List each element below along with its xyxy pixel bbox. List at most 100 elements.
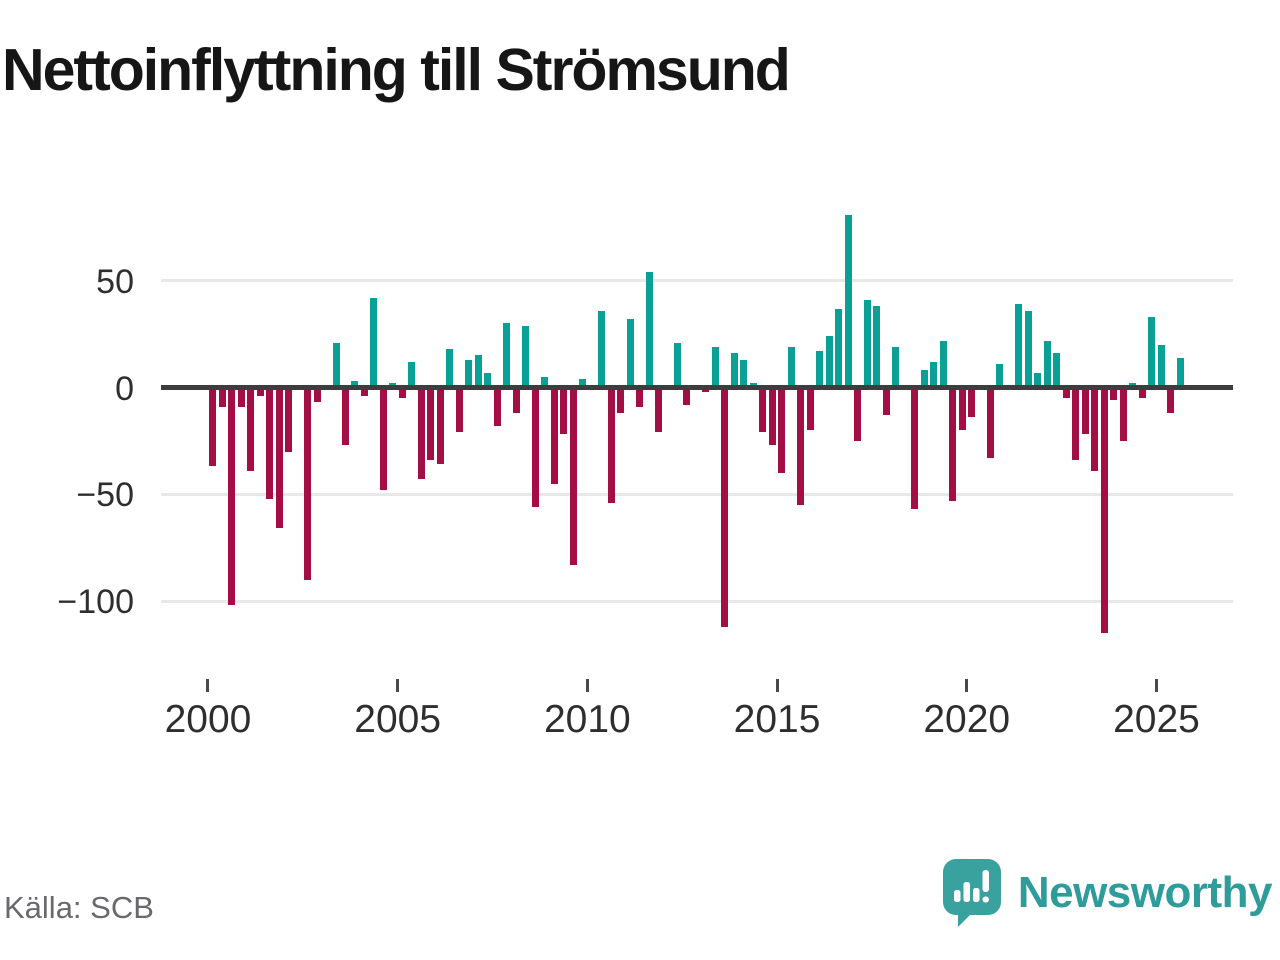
bar-2018Q4 bbox=[920, 370, 928, 388]
bar-2000Q1 bbox=[209, 387, 217, 467]
gridline-y--50 bbox=[161, 492, 1233, 496]
brand-lockup: Newsworthy bbox=[942, 858, 1273, 928]
bar-2022Q1 bbox=[1043, 340, 1051, 388]
bar-2005Q3 bbox=[417, 387, 425, 480]
bar-2016Q4 bbox=[844, 214, 852, 388]
bar-2015Q4 bbox=[806, 387, 814, 431]
bar-2008Q3 bbox=[531, 387, 539, 508]
y-tick-label-0: 0 bbox=[115, 369, 134, 408]
bar-2023Q1 bbox=[1081, 387, 1089, 435]
bar-2021Q2 bbox=[1015, 304, 1023, 388]
bar-2023Q4 bbox=[1110, 387, 1118, 401]
bar-2024Q3 bbox=[1138, 387, 1146, 399]
x-tick-mark-2010 bbox=[585, 679, 589, 692]
bar-2002Q1 bbox=[285, 387, 293, 452]
bar-2001Q4 bbox=[275, 387, 283, 529]
bar-2011Q4 bbox=[654, 387, 662, 433]
bar-2012Q2 bbox=[673, 342, 681, 388]
bar-2009Q4 bbox=[579, 378, 587, 388]
bar-2015Q1 bbox=[778, 387, 786, 473]
bar-2004Q2 bbox=[370, 297, 378, 388]
x-tick-mark-2000 bbox=[206, 679, 210, 692]
x-tick-label-2020: 2020 bbox=[923, 698, 1011, 741]
bar-2023Q2 bbox=[1091, 387, 1099, 471]
bar-2005Q4 bbox=[427, 387, 435, 461]
bar-2006Q3 bbox=[455, 387, 463, 433]
bar-2001Q3 bbox=[266, 387, 274, 499]
bar-2011Q3 bbox=[645, 272, 653, 388]
bar-2007Q2 bbox=[484, 372, 492, 388]
bar-2010Q4 bbox=[617, 387, 625, 414]
bar-2015Q2 bbox=[787, 346, 795, 388]
bar-2005Q1 bbox=[398, 387, 406, 399]
x-tick-label-2015: 2015 bbox=[733, 698, 821, 741]
bar-2008Q1 bbox=[512, 387, 520, 414]
bar-2013Q3 bbox=[721, 387, 729, 627]
gridline-y--100 bbox=[161, 599, 1233, 603]
bar-2013Q2 bbox=[711, 346, 719, 388]
bar-2008Q2 bbox=[522, 325, 530, 388]
bar-2016Q2 bbox=[825, 336, 833, 388]
bar-2000Q3 bbox=[228, 387, 236, 606]
gridline-y-50 bbox=[161, 279, 1233, 283]
source-caption: Källa: SCB bbox=[4, 890, 154, 925]
x-tick-mark-2015 bbox=[775, 679, 779, 692]
bar-2004Q3 bbox=[379, 387, 387, 490]
bar-2007Q4 bbox=[503, 323, 511, 388]
bar-2003Q3 bbox=[341, 387, 349, 446]
plot-area bbox=[161, 180, 1233, 650]
bar-2011Q1 bbox=[626, 319, 634, 388]
bar-2019Q2 bbox=[939, 340, 947, 388]
bar-2020Q3 bbox=[986, 387, 994, 458]
bar-2011Q2 bbox=[636, 387, 644, 407]
bar-2017Q1 bbox=[854, 387, 862, 441]
bar-2015Q3 bbox=[797, 387, 805, 505]
bar-2018Q1 bbox=[892, 346, 900, 388]
zero-axis-line bbox=[161, 385, 1233, 390]
bar-2016Q1 bbox=[816, 351, 824, 388]
bar-2025Q3 bbox=[1176, 357, 1184, 388]
bar-2019Q1 bbox=[930, 361, 938, 388]
x-tick-mark-2005 bbox=[396, 679, 400, 692]
bar-2023Q3 bbox=[1100, 387, 1108, 634]
bar-2009Q2 bbox=[560, 387, 568, 435]
bar-2006Q4 bbox=[465, 359, 473, 388]
bar-2020Q1 bbox=[968, 387, 975, 418]
bar-2001Q1 bbox=[247, 387, 255, 471]
chart-title: Nettoinflyttning till Strömsund bbox=[2, 37, 791, 103]
bar-2010Q2 bbox=[598, 310, 606, 388]
y-tick-label--100: −100 bbox=[57, 583, 134, 621]
brand-name: Newsworthy bbox=[1017, 868, 1273, 917]
bar-2008Q4 bbox=[541, 376, 549, 388]
bar-2007Q1 bbox=[474, 355, 482, 388]
x-tick-mark-2020 bbox=[965, 679, 969, 692]
bar-2014Q3 bbox=[759, 387, 767, 433]
bar-2019Q3 bbox=[949, 387, 957, 501]
x-tick-label-2005: 2005 bbox=[354, 698, 442, 741]
bar-2005Q2 bbox=[408, 361, 416, 388]
bar-2019Q4 bbox=[958, 387, 966, 431]
bar-2020Q4 bbox=[996, 364, 1004, 388]
bar-2017Q3 bbox=[873, 306, 881, 388]
bar-2022Q4 bbox=[1072, 387, 1080, 461]
bar-2006Q1 bbox=[436, 387, 444, 465]
bar-2022Q2 bbox=[1053, 353, 1061, 388]
bar-2018Q3 bbox=[911, 387, 919, 510]
bar-2009Q1 bbox=[550, 387, 558, 484]
bar-2021Q3 bbox=[1024, 310, 1032, 388]
x-tick-mark-2025 bbox=[1154, 679, 1158, 692]
bar-2010Q3 bbox=[607, 387, 615, 503]
bar-2021Q4 bbox=[1034, 372, 1042, 388]
bar-2014Q1 bbox=[740, 359, 748, 388]
bar-2003Q2 bbox=[332, 342, 340, 388]
bar-2002Q4 bbox=[313, 387, 321, 403]
bar-2006Q2 bbox=[446, 349, 454, 388]
x-tick-label-2000: 2000 bbox=[164, 698, 252, 741]
bar-2017Q4 bbox=[882, 387, 890, 416]
bar-2017Q2 bbox=[863, 299, 871, 388]
y-tick-label--50: −50 bbox=[76, 476, 134, 515]
bar-2025Q1 bbox=[1157, 344, 1165, 388]
x-tick-label-2025: 2025 bbox=[1113, 698, 1200, 741]
newsworthy-logo-icon bbox=[942, 859, 1001, 927]
